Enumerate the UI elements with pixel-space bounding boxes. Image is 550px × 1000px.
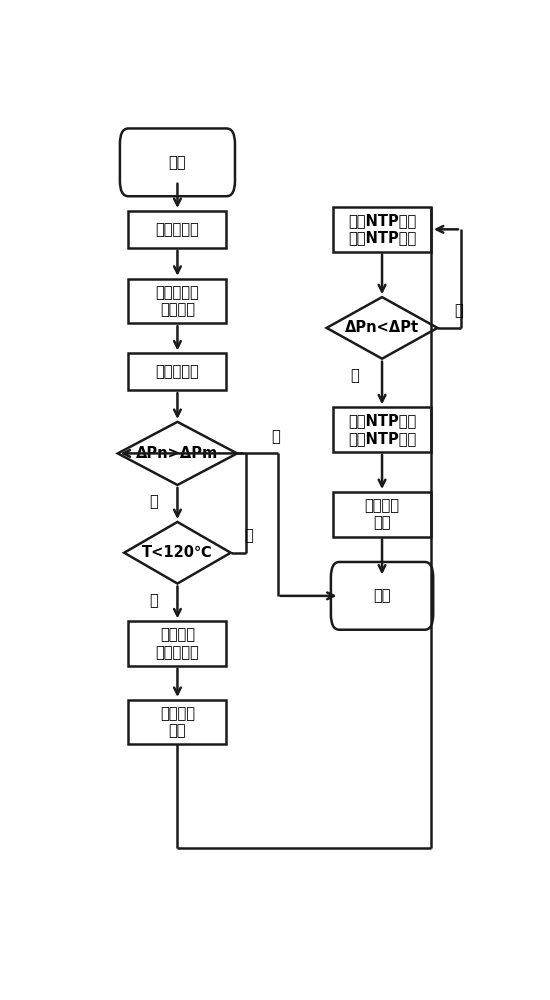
Bar <box>333 407 431 452</box>
Text: 关闭NTP系统
关闭NTP阀门: 关闭NTP系统 关闭NTP阀门 <box>348 413 416 446</box>
Text: ΔPn<ΔPt: ΔPn<ΔPt <box>345 320 419 335</box>
Text: 开始: 开始 <box>169 155 186 170</box>
Bar <box>129 353 227 390</box>
Text: 否: 否 <box>454 303 463 318</box>
FancyBboxPatch shape <box>120 128 235 196</box>
Text: 结束: 结束 <box>373 588 391 603</box>
Text: 是: 是 <box>150 494 158 509</box>
FancyBboxPatch shape <box>331 562 433 630</box>
Bar <box>333 492 431 537</box>
Text: 关闭水泵
关闭节温阀: 关闭水泵 关闭节温阀 <box>156 627 199 660</box>
Text: 柴油机停机: 柴油机停机 <box>156 364 199 379</box>
Text: 是: 是 <box>350 368 359 383</box>
Text: 开启节温阀
开启水泵: 开启节温阀 开启水泵 <box>156 285 199 317</box>
Text: 启动柴油机: 启动柴油机 <box>156 222 199 237</box>
Polygon shape <box>327 297 437 359</box>
Bar <box>129 279 227 323</box>
Text: 启动NTP系统
开启NTP阀门: 启动NTP系统 开启NTP阀门 <box>348 213 416 246</box>
Text: 打开第一
阀门: 打开第一 阀门 <box>365 498 399 530</box>
Bar <box>333 207 431 252</box>
Text: 关闭第一
阀门: 关闭第一 阀门 <box>160 706 195 738</box>
Polygon shape <box>124 522 231 584</box>
Text: T<120℃: T<120℃ <box>142 545 213 560</box>
Text: 是: 是 <box>150 593 158 608</box>
Text: 否: 否 <box>271 429 280 444</box>
Bar <box>129 621 227 666</box>
Polygon shape <box>118 422 237 485</box>
Bar <box>129 211 227 248</box>
Text: 否: 否 <box>245 528 254 543</box>
Text: ΔPn>ΔPm: ΔPn>ΔPm <box>136 446 218 461</box>
Bar <box>129 700 227 744</box>
